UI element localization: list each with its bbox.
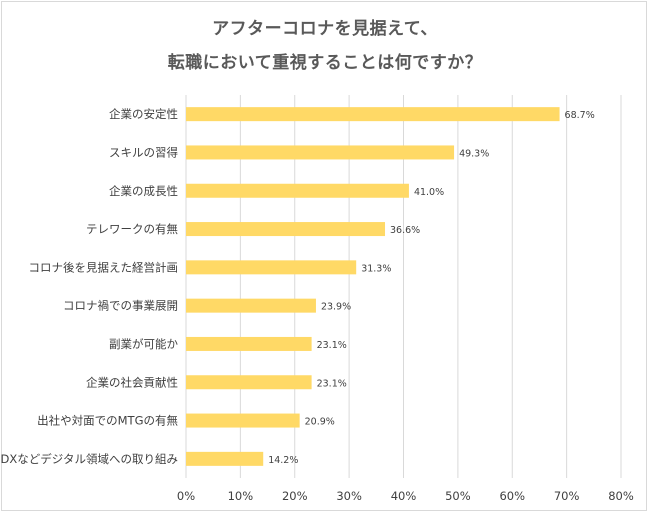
data-label: 20.9% — [305, 417, 335, 428]
category-label: DXなどデジタル領域への取り組み — [0, 452, 178, 466]
category-label: コロナ後を見据えた経営計画 — [29, 260, 179, 274]
bar — [186, 107, 560, 122]
data-label: 41.0% — [414, 187, 444, 198]
category-label: コロナ禍での事業展開 — [63, 299, 178, 313]
category-label: スキルの習得 — [109, 145, 178, 159]
x-tick-label: 10% — [228, 489, 254, 503]
category-label: 出社や対面でのMTGの有無 — [37, 414, 178, 428]
category-label: テレワークの有無 — [86, 222, 178, 236]
bar — [186, 375, 312, 390]
chart-title-line-2: 転職において重視することは何ですか？ — [167, 53, 483, 73]
x-tick-label: 30% — [336, 489, 362, 503]
data-label: 23.1% — [317, 340, 347, 351]
bar — [186, 298, 316, 313]
category-label: 企業の安定性 — [109, 107, 178, 121]
bar — [186, 413, 300, 428]
x-tick-label: 80% — [608, 489, 634, 503]
x-tick-label: 0% — [177, 489, 195, 503]
data-label: 36.6% — [390, 225, 420, 236]
bar — [186, 451, 264, 466]
x-tick-label: 20% — [282, 489, 308, 503]
data-label: 23.1% — [317, 378, 347, 389]
category-label: 副業が可能か — [109, 337, 178, 351]
x-tick-label: 60% — [499, 489, 525, 503]
x-tick-label: 70% — [554, 489, 580, 503]
category-label: 企業の成長性 — [109, 184, 178, 198]
category-label: 企業の社会貢献性 — [86, 375, 178, 389]
chart-title-line-1: アフターコロナを見据えて、 — [212, 19, 438, 39]
data-label: 68.7% — [565, 110, 595, 121]
data-label: 23.9% — [321, 302, 351, 313]
data-label: 14.2% — [268, 455, 298, 466]
bar — [186, 336, 312, 351]
bar — [186, 222, 386, 237]
bar — [186, 183, 409, 198]
data-label: 49.3% — [459, 148, 489, 159]
bar — [186, 260, 357, 275]
x-tick-label: 40% — [391, 489, 417, 503]
bar — [186, 145, 455, 160]
x-tick-label: 50% — [445, 489, 471, 503]
data-label: 31.3% — [361, 263, 391, 274]
